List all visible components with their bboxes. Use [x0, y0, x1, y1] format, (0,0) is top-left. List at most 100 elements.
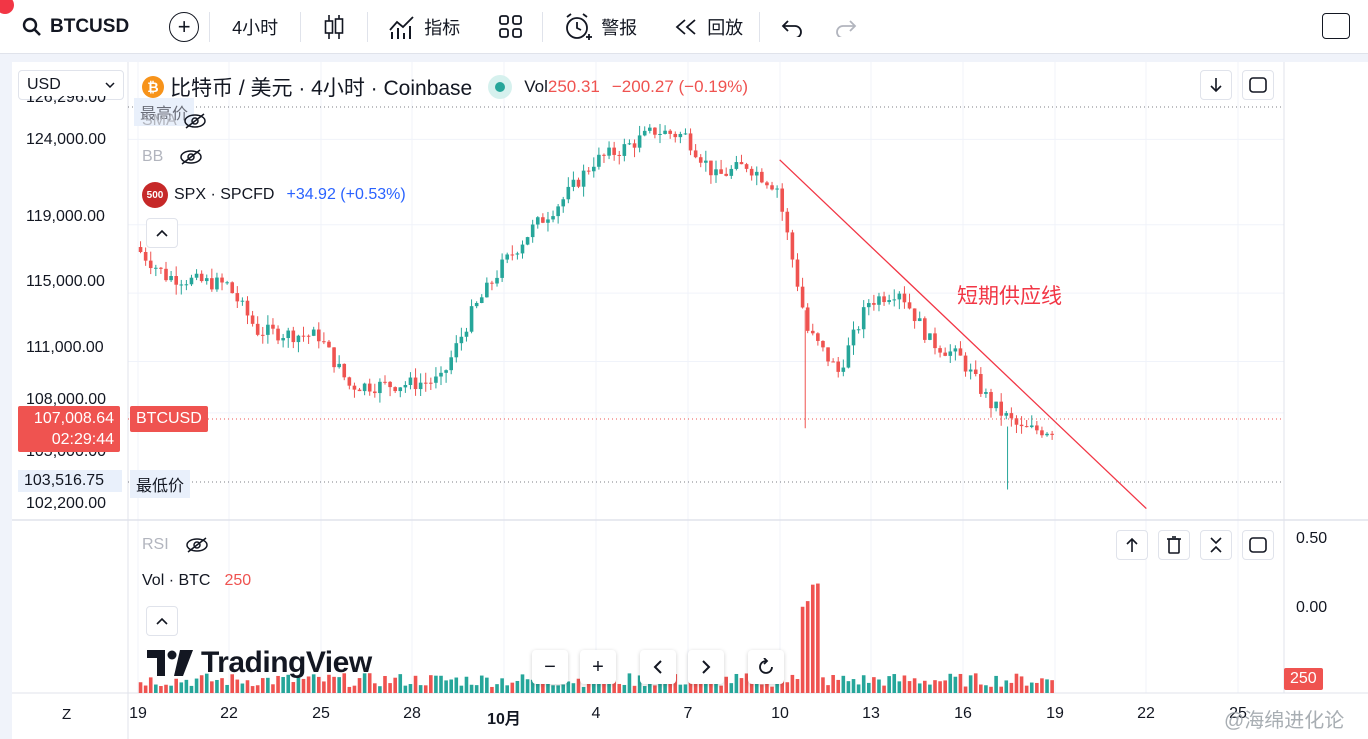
redo-button[interactable]: [824, 8, 868, 46]
timezone-button[interactable]: Z: [62, 706, 71, 723]
rsi-legend[interactable]: RSI: [142, 536, 209, 554]
eye-off-icon[interactable]: [185, 537, 209, 553]
symbol-search-button[interactable]: BTCUSD: [0, 8, 139, 46]
candle: [602, 155, 606, 156]
zoom-out-button[interactable]: −: [532, 650, 568, 684]
candle: [694, 150, 698, 157]
candle: [1035, 425, 1039, 430]
candle: [322, 341, 326, 342]
zoom-in-button[interactable]: +: [580, 650, 616, 684]
candle: [531, 224, 535, 237]
volume-bar: [297, 678, 301, 693]
candle: [592, 167, 596, 171]
volume-bar: [1015, 674, 1019, 693]
volume-bar: [505, 685, 509, 693]
candle: [388, 382, 392, 387]
candle: [892, 299, 896, 300]
volume-bar: [169, 686, 173, 693]
delete-pane-button[interactable]: [1158, 530, 1190, 560]
candle: [241, 301, 245, 302]
candle: [989, 392, 993, 408]
spx-legend[interactable]: 500 SPX · SPCFD +34.92 (+0.53%): [142, 182, 406, 208]
price-tick: 102,200.00: [26, 495, 106, 513]
volume-bar: [801, 607, 805, 693]
volume-bar: [220, 678, 224, 693]
spx-icon: 500: [142, 182, 168, 208]
volume-bar: [470, 685, 474, 693]
scroll-left-button[interactable]: [640, 650, 676, 684]
collapse-volume-legend-button[interactable]: [146, 606, 178, 636]
candle: [699, 157, 703, 163]
current-price: 107,008.64: [18, 408, 114, 429]
tradingview-logo[interactable]: TradingView: [147, 646, 372, 680]
volume-bar: [225, 685, 229, 693]
candle: [658, 134, 662, 135]
candle: [714, 169, 718, 175]
candle: [398, 387, 402, 391]
candle: [500, 260, 504, 278]
volume-scale-top: 0.50: [1296, 530, 1327, 548]
candle: [164, 269, 168, 280]
candle: [281, 338, 285, 340]
collapse-header-button[interactable]: [1200, 70, 1232, 100]
volume-bar: [449, 680, 453, 693]
chart-type-button[interactable]: [301, 8, 367, 46]
volume-bar: [465, 677, 469, 693]
vol-value: 250.31: [548, 77, 600, 97]
candle: [480, 297, 484, 303]
chevron-left-icon: [653, 659, 663, 675]
eye-off-icon[interactable]: [179, 149, 203, 165]
volume-bar: [398, 674, 402, 693]
volume-bar: [215, 680, 219, 693]
volume-bar: [938, 681, 942, 693]
price-tick: 119,000.00: [26, 208, 105, 226]
volume-bar: [521, 674, 525, 693]
fullscreen-icon[interactable]: [1322, 13, 1350, 39]
market-status-icon: [488, 75, 512, 99]
chart-canvas[interactable]: [12, 62, 1368, 739]
volume-bar: [735, 674, 739, 693]
undo-button[interactable]: [760, 8, 824, 46]
candle: [908, 302, 912, 308]
candle: [297, 336, 301, 342]
candle: [577, 180, 581, 187]
layouts-button[interactable]: [480, 8, 542, 46]
alert-button[interactable]: 警报: [543, 8, 657, 46]
volume-bar: [526, 679, 530, 693]
undo-icon: [780, 17, 804, 37]
collapse-legend-button[interactable]: [146, 218, 178, 248]
volume-bar: [994, 676, 998, 693]
candle: [663, 131, 667, 134]
trendline-annotation[interactable]: 短期供应线: [957, 280, 1062, 310]
move-pane-up-button[interactable]: [1116, 530, 1148, 560]
volume-bar: [159, 686, 163, 693]
candle: [556, 206, 560, 216]
reset-chart-button[interactable]: [748, 650, 784, 684]
volume-bar: [475, 685, 479, 693]
candle: [205, 278, 209, 281]
maximize-pane-button[interactable]: [1242, 70, 1274, 100]
indicators-button[interactable]: 指标: [368, 8, 480, 46]
sma-legend[interactable]: SMA: [142, 112, 207, 130]
scroll-right-button[interactable]: [688, 650, 724, 684]
volume-bar: [587, 684, 591, 693]
volume-bar: [786, 682, 790, 693]
maximize-volume-pane-button[interactable]: [1242, 530, 1274, 560]
volume-bar: [964, 687, 968, 693]
vol-legend[interactable]: Vol · BTC 250: [142, 572, 251, 590]
volume-bar: [887, 676, 891, 693]
bb-legend[interactable]: BB: [142, 148, 203, 166]
candle: [454, 343, 458, 357]
candle: [348, 377, 352, 385]
candle: [485, 283, 489, 298]
candle: [938, 348, 942, 353]
volume-bar: [999, 687, 1003, 693]
eye-off-icon[interactable]: [183, 113, 207, 129]
interval-button[interactable]: 4小时: [210, 8, 300, 46]
candle: [511, 254, 515, 255]
collapse-pane-button[interactable]: [1200, 530, 1232, 560]
compare-button[interactable]: +: [159, 8, 209, 46]
volume-bar: [811, 585, 815, 693]
replay-button[interactable]: 回放: [657, 8, 759, 46]
candle: [271, 325, 275, 329]
